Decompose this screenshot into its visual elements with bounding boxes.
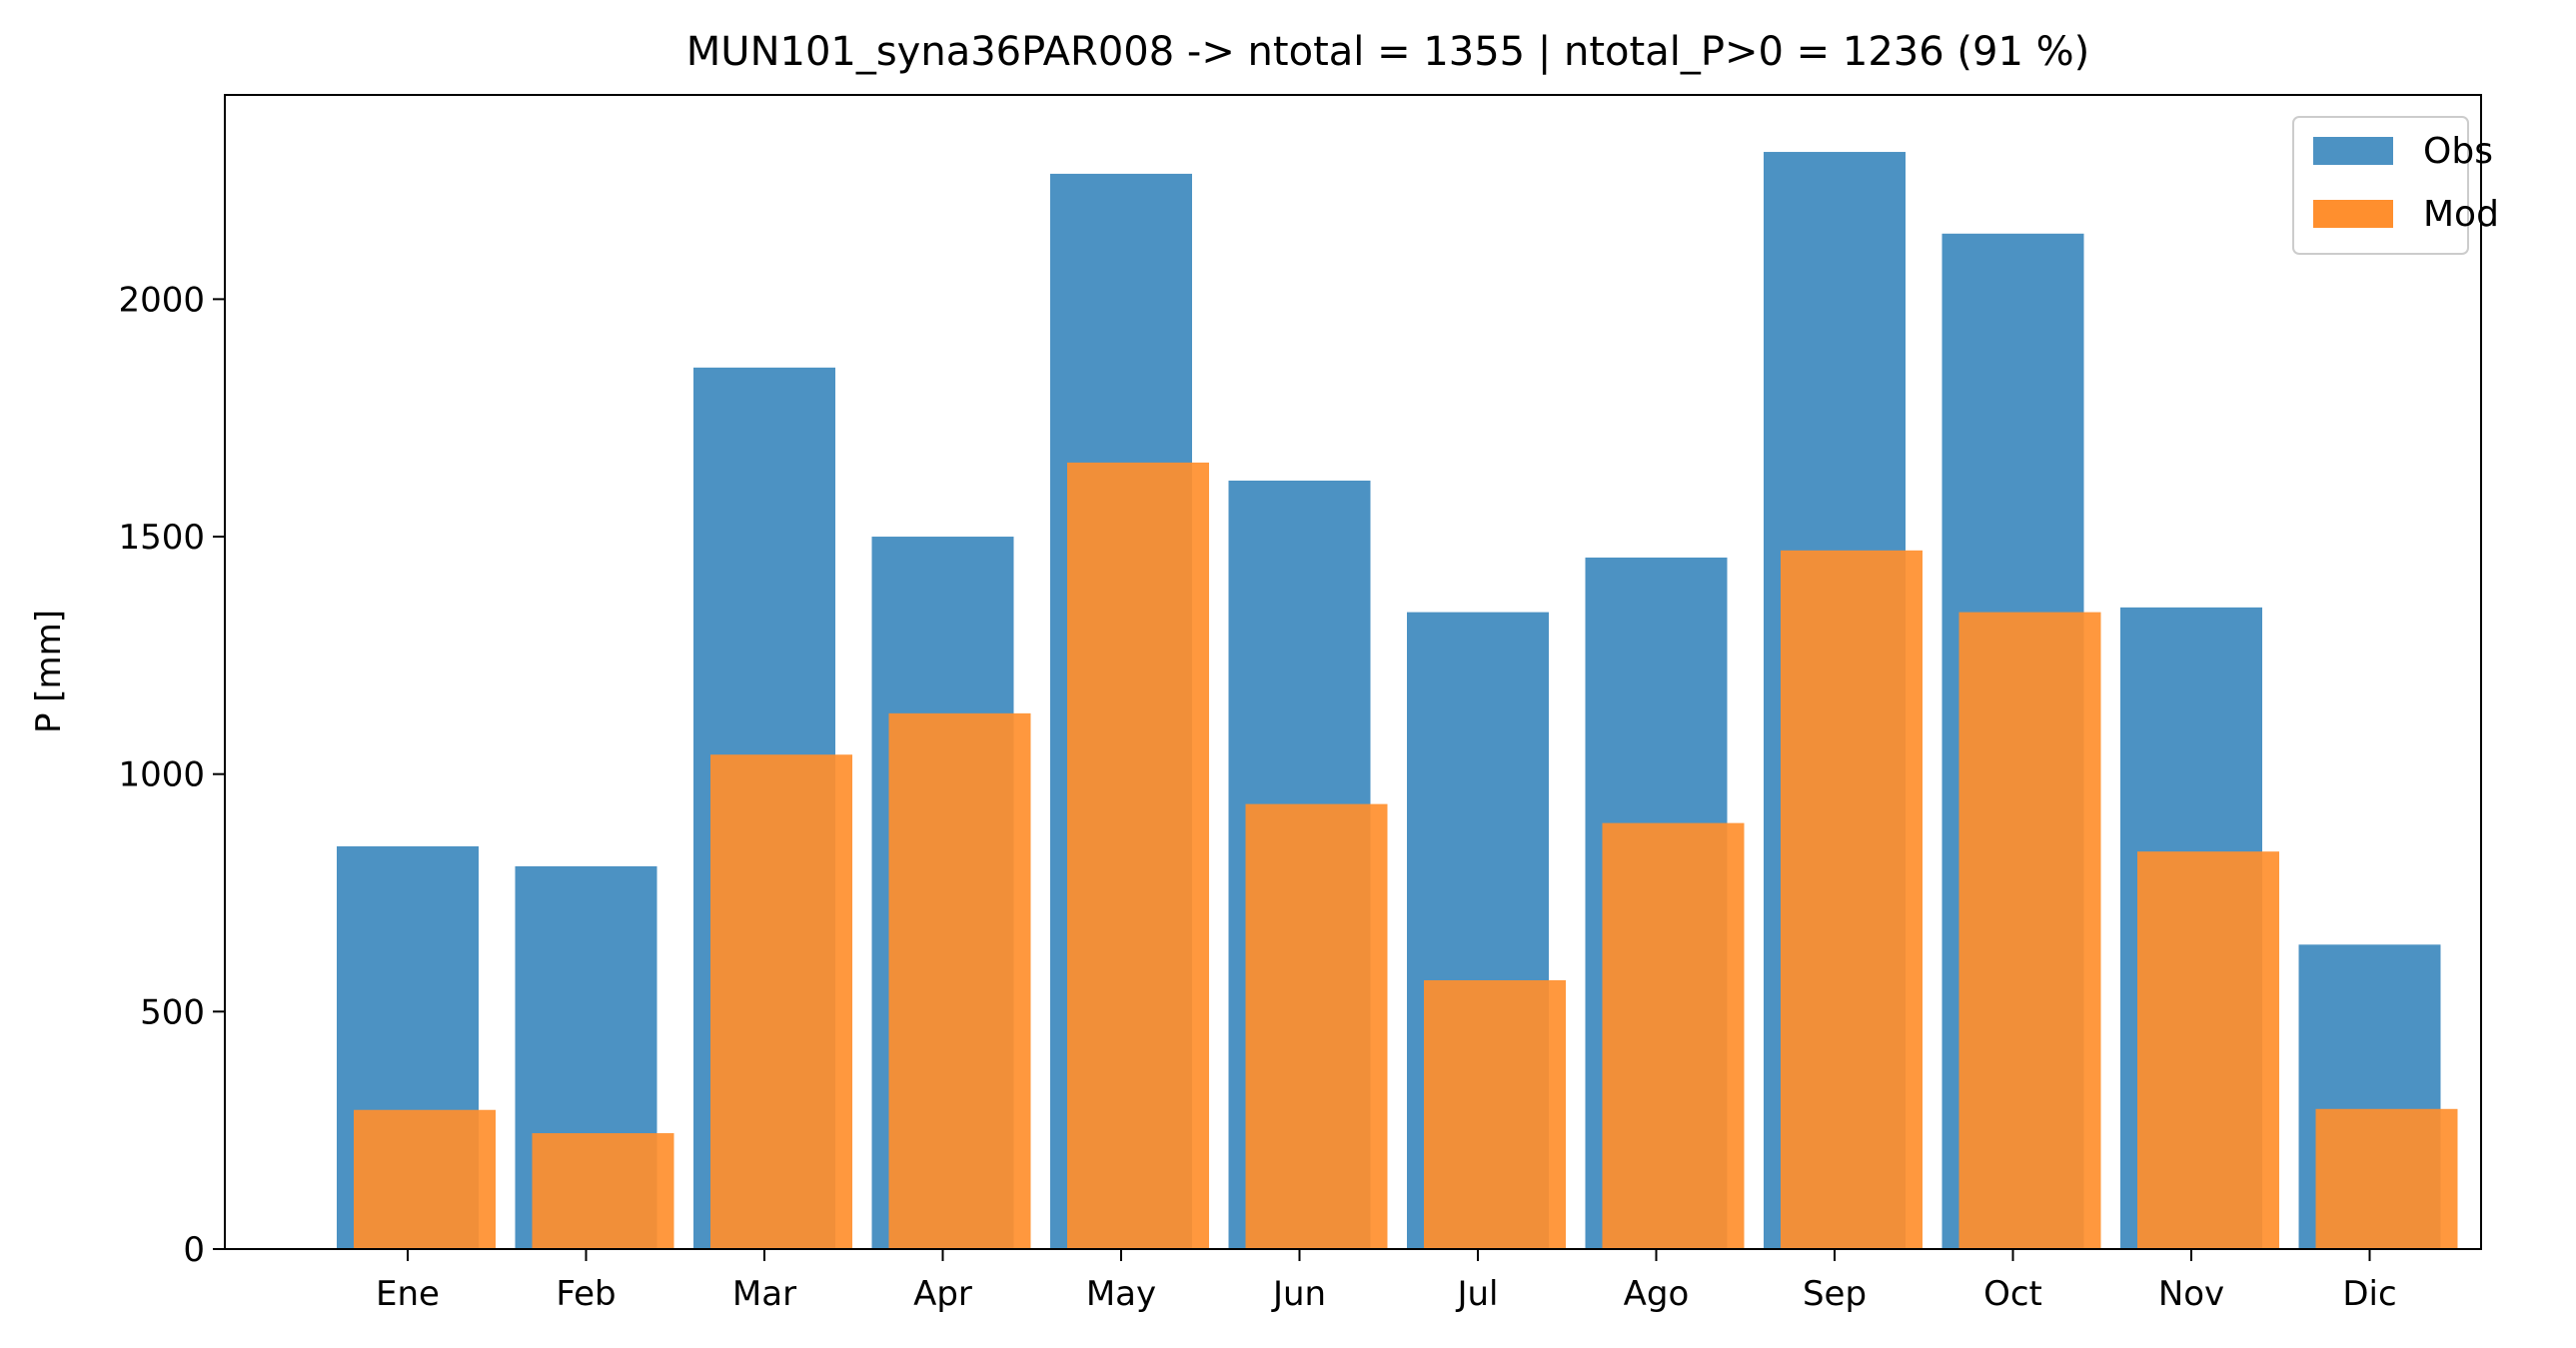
bar-mod-feb <box>532 1133 674 1249</box>
bars-layer <box>337 152 2458 1250</box>
x-axis: Ene Feb Mar Apr May Jun Jul Ago Sep Oct Nov Dic <box>376 1249 2397 1314</box>
x-tick-label: Sep <box>1803 1274 1867 1314</box>
x-tick-label: Nov <box>2158 1274 2224 1314</box>
bar-mod-jul <box>1424 979 1566 1249</box>
legend-label-obs: Obs <box>2423 131 2493 172</box>
x-tick-label: Mar <box>732 1274 796 1314</box>
y-axis-label: P [mm] <box>29 610 69 733</box>
bar-mod-dic <box>2315 1108 2458 1249</box>
bar-mod-apr <box>888 712 1031 1249</box>
y-tick-label: 1500 <box>118 518 205 558</box>
bar-mod-jun <box>1245 803 1388 1249</box>
x-tick-label: Apr <box>913 1274 972 1314</box>
legend-label-mod: Mod <box>2423 194 2499 235</box>
legend-swatch-obs <box>2313 137 2393 165</box>
bar-mod-may <box>1067 462 1209 1249</box>
bar-mod-ene <box>354 1109 496 1249</box>
x-tick-label: Dic <box>2342 1274 2396 1314</box>
y-tick-label: 500 <box>140 992 205 1032</box>
x-tick-label: Ene <box>376 1274 440 1314</box>
y-tick-label: 0 <box>183 1230 205 1270</box>
series-obs <box>337 152 2441 1250</box>
x-tick-label: Feb <box>556 1274 616 1314</box>
y-tick-label: 1000 <box>118 755 205 795</box>
x-tick-label: Jun <box>1271 1274 1326 1314</box>
bar-mod-oct <box>1958 612 2101 1249</box>
plot-frame <box>224 94 2482 1250</box>
x-tick-label: Ago <box>1624 1274 1690 1314</box>
bar-mod-mar <box>710 754 852 1249</box>
bar-mod-sep <box>1781 550 1923 1249</box>
y-tick-label: 2000 <box>118 280 205 320</box>
y-axis: 0 500 1000 1500 2000 <box>118 280 225 1270</box>
legend: Obs Mod <box>2292 116 2499 255</box>
x-tick-label: May <box>1086 1274 1156 1314</box>
x-tick-label: Oct <box>1983 1274 2042 1314</box>
legend-swatch-mod <box>2313 200 2393 228</box>
chart-title: MUN101_syna36PAR008 -> ntotal = 1355 | n… <box>686 29 2089 75</box>
x-tick-label: Jul <box>1455 1274 1498 1314</box>
bar-mod-nov <box>2137 851 2279 1249</box>
series-mod <box>354 462 2458 1249</box>
bar-mod-ago <box>1602 822 1745 1249</box>
